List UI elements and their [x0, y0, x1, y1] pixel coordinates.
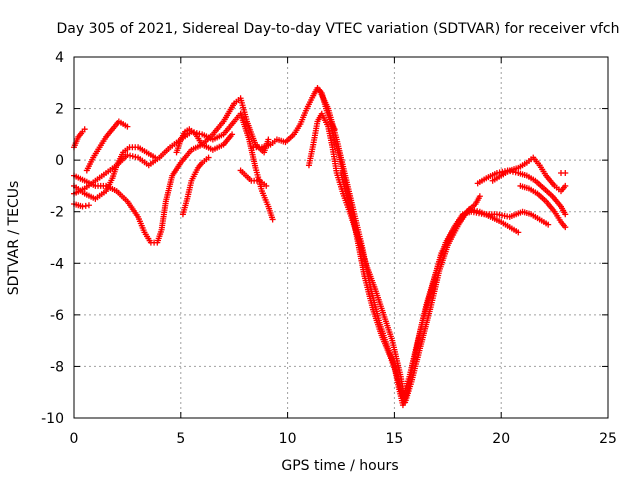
data-point	[85, 202, 92, 209]
series-track-4	[83, 118, 131, 174]
data-point	[545, 221, 552, 228]
series-track-16	[489, 154, 569, 195]
y-tick-label: 0	[55, 153, 64, 169]
data-point	[124, 123, 131, 130]
chart-title: Day 305 of 2021, Sidereal Day-to-day VTE…	[56, 21, 619, 37]
x-tick-label: 0	[70, 431, 79, 447]
data-points	[71, 84, 569, 409]
grid-lines	[74, 57, 608, 418]
series-track-8	[179, 154, 212, 218]
x-tick-labels: 0 5 10 15 20 25	[70, 431, 617, 447]
plot-frame	[73, 56, 609, 419]
data-point	[263, 182, 270, 189]
data-point	[562, 211, 569, 218]
data-point	[476, 193, 483, 200]
data-point	[152, 154, 159, 161]
y-axis-label: SDTVAR / TECUs	[6, 181, 22, 296]
y-tick-labels: -10 -8 -6 -4 -2 0 2 4	[41, 50, 64, 427]
data-point	[229, 131, 236, 138]
series-track-5	[71, 110, 276, 223]
x-axis-label: GPS time / hours	[281, 458, 398, 474]
data-point	[265, 136, 272, 143]
series-track-7	[173, 126, 236, 156]
axis-ticks	[73, 56, 609, 419]
y-tick-label: -10	[41, 411, 64, 427]
x-tick-label: 20	[492, 431, 510, 447]
x-tick-label: 15	[385, 431, 403, 447]
series-track-14	[338, 170, 483, 406]
x-tick-label: 10	[279, 431, 297, 447]
series-track-18	[558, 170, 569, 177]
data-point	[81, 126, 88, 133]
y-tick-label: -6	[50, 308, 64, 324]
data-point	[562, 182, 569, 189]
data-point	[205, 154, 212, 161]
y-tick-label: -4	[50, 256, 64, 272]
y-tick-label: 2	[55, 102, 64, 118]
y-tick-label: -2	[50, 205, 64, 221]
y-tick-label: -8	[50, 359, 64, 375]
series-track-17	[517, 182, 569, 231]
data-point	[562, 224, 569, 231]
y-tick-label: 4	[55, 50, 64, 66]
x-tick-label: 5	[176, 431, 185, 447]
series-track-13	[327, 121, 552, 401]
series-track-9	[237, 167, 270, 189]
data-point	[269, 216, 276, 223]
x-tick-label: 25	[599, 431, 617, 447]
series-track-6	[71, 144, 159, 202]
data-point	[515, 229, 522, 236]
data-point	[562, 170, 569, 177]
